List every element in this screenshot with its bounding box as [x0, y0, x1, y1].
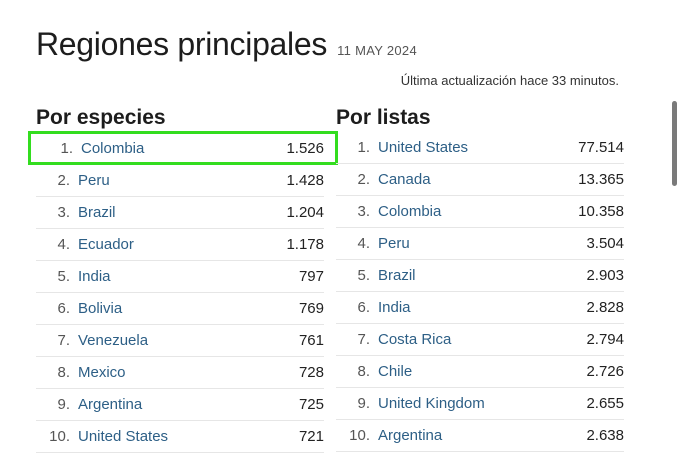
region-link[interactable]: Canada [378, 171, 431, 188]
species-row: 8. Mexico 728 [36, 357, 324, 389]
region-link[interactable]: United Kingdom [378, 395, 485, 412]
lists-row: 4. Peru 3.504 [336, 228, 624, 260]
rank-number: 1. [60, 139, 73, 157]
count-value: 2.638 [586, 427, 624, 444]
rank-number: 3. [57, 204, 70, 221]
rank-number: 2. [57, 172, 70, 189]
count-value: 2.655 [586, 395, 624, 412]
lists-row: 8. Chile 2.726 [336, 356, 624, 388]
count-value: 3.504 [586, 235, 624, 252]
scrollbar[interactable] [672, 101, 677, 186]
species-row: 7. Venezuela 761 [36, 325, 324, 357]
count-value: 1.178 [286, 236, 324, 253]
rank-number: 8. [357, 363, 370, 380]
lists-title: Por listas [336, 106, 431, 129]
rank-number: 8. [57, 364, 70, 381]
count-value: 2.794 [586, 331, 624, 348]
region-link[interactable]: Argentina [78, 396, 143, 413]
rank-number: 3. [357, 203, 370, 220]
lists-ranking: Por listas 1. United States 77.514 2. Canada… [336, 104, 624, 452]
species-row: 4. Ecuador 1.178 [36, 229, 324, 261]
count-value: 761 [298, 332, 324, 349]
region-link[interactable]: Peru [378, 235, 410, 252]
rank-number: 6. [57, 300, 70, 317]
rank-number: 5. [57, 268, 70, 285]
species-row: 2. Peru 1.428 [36, 165, 324, 197]
species-ranking: Por especies 1. Colombia 1.526 2. Peru 1.428 3… [28, 104, 338, 453]
page-header: Regiones principales 11 MAY 2024 [36, 26, 417, 63]
species-row: 5. India 797 [36, 261, 324, 293]
count-value: 1.526 [286, 139, 324, 157]
species-row: 10. United States 721 [36, 421, 324, 453]
rank-number: 5. [357, 267, 370, 284]
region-link[interactable]: Peru [78, 172, 110, 189]
count-value: 77.514 [578, 139, 624, 156]
count-value: 2.828 [586, 299, 624, 316]
last-updated-text: Última actualización hace 33 minutos. [400, 73, 619, 88]
count-value: 10.358 [578, 203, 624, 220]
rank-number: 1. [357, 139, 370, 156]
rank-number: 6. [357, 299, 370, 316]
region-link[interactable]: India [78, 268, 111, 285]
region-link[interactable]: India [378, 299, 411, 316]
count-value: 728 [298, 364, 324, 381]
lists-row: 10. Argentina 2.638 [336, 420, 624, 452]
region-link[interactable]: Brazil [378, 267, 416, 284]
region-link[interactable]: United States [78, 428, 169, 445]
species-title: Por especies [36, 106, 166, 129]
rank-number: 10. [49, 428, 70, 445]
rank-number: 7. [57, 332, 70, 349]
region-link[interactable]: Chile [378, 363, 413, 380]
species-row: 3. Brazil 1.204 [36, 197, 324, 229]
count-value: 2.726 [586, 363, 624, 380]
rank-number: 10. [349, 427, 370, 444]
count-value: 769 [298, 300, 324, 317]
region-link[interactable]: Ecuador [78, 236, 134, 253]
count-value: 725 [298, 396, 324, 413]
lists-row: 7. Costa Rica 2.794 [336, 324, 624, 356]
region-link[interactable]: Colombia [378, 203, 442, 220]
region-link[interactable]: Mexico [78, 364, 126, 381]
rank-number: 4. [57, 236, 70, 253]
region-link[interactable]: Brazil [78, 204, 116, 221]
count-value: 1.204 [286, 204, 324, 221]
rank-number: 2. [357, 171, 370, 188]
rank-number: 9. [357, 395, 370, 412]
count-value: 721 [298, 428, 324, 445]
region-link[interactable]: Venezuela [78, 332, 149, 349]
lists-row: 2. Canada 13.365 [336, 164, 624, 196]
lists-row: 5. Brazil 2.903 [336, 260, 624, 292]
count-value: 2.903 [586, 267, 624, 284]
lists-row: 3. Colombia 10.358 [336, 196, 624, 228]
report-date: 11 MAY 2024 [337, 43, 417, 58]
species-row: 1. Colombia 1.526 [28, 131, 338, 165]
lists-row: 9. United Kingdom 2.655 [336, 388, 624, 420]
species-row: 6. Bolivia 769 [36, 293, 324, 325]
count-value: 1.428 [286, 172, 324, 189]
species-row: 9. Argentina 725 [36, 389, 324, 421]
region-link[interactable]: United States [378, 139, 469, 156]
count-value: 797 [298, 268, 324, 285]
region-link[interactable]: Bolivia [78, 300, 123, 317]
rank-number: 7. [357, 331, 370, 348]
lists-row: 1. United States 77.514 [336, 132, 624, 164]
region-link[interactable]: Colombia [81, 139, 145, 157]
count-value: 13.365 [578, 171, 624, 188]
region-link[interactable]: Costa Rica [378, 331, 452, 348]
lists-row: 6. India 2.828 [336, 292, 624, 324]
rank-number: 9. [57, 396, 70, 413]
page-title: Regiones principales [36, 26, 328, 62]
rank-number: 4. [357, 235, 370, 252]
region-link[interactable]: Argentina [378, 427, 443, 444]
